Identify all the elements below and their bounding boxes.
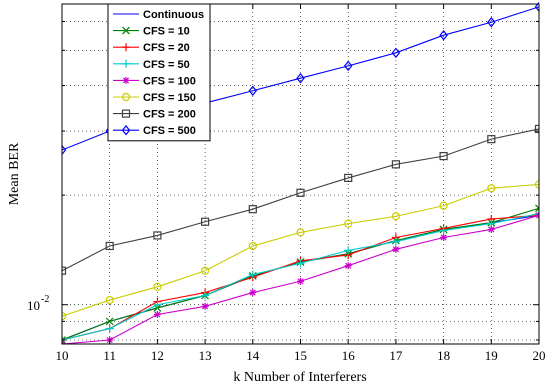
x-tick-label: 17 — [389, 348, 403, 363]
legend-label: CFS = 500 — [143, 125, 196, 137]
series-marker — [344, 219, 353, 228]
series-marker — [62, 266, 67, 275]
legend-box — [107, 3, 211, 142]
series-marker — [391, 47, 401, 59]
x-tick-label: 12 — [151, 348, 164, 363]
series-marker — [535, 209, 539, 218]
series-cfs-150 — [62, 180, 539, 321]
series-marker — [440, 233, 448, 241]
series-marker — [439, 29, 448, 41]
series-marker — [201, 291, 210, 300]
legend-entry: CFS = 20 — [113, 42, 190, 54]
series-marker — [248, 270, 257, 279]
series-marker — [201, 217, 210, 226]
x-tick-label: 18 — [437, 348, 450, 363]
series-marker — [249, 289, 257, 297]
legend-label: CFS = 10 — [143, 26, 190, 38]
series-marker — [296, 72, 305, 84]
series-marker — [62, 144, 67, 156]
legend-entry: CFS = 200 — [113, 109, 196, 121]
series-marker — [248, 241, 257, 251]
series-marker — [439, 152, 448, 161]
series-marker — [391, 160, 400, 169]
legend: Continuous CFS = 10 CFS = 20 CFS = 50 CFS = … — [107, 3, 211, 142]
series-marker — [343, 60, 353, 72]
series-marker — [439, 226, 448, 235]
legend-entry: CFS = 50 — [113, 59, 190, 71]
series-marker — [344, 262, 352, 270]
legend-entry: CFS = 10 — [113, 26, 190, 38]
series-layer — [62, 1, 539, 344]
series-marker — [296, 228, 305, 237]
series-line — [62, 183, 539, 317]
y-tick-exponent: -2 — [41, 294, 49, 305]
series-marker — [487, 184, 496, 193]
legend-entry: Continuous — [113, 9, 204, 21]
legend-label: Continuous — [143, 9, 204, 21]
series-marker — [121, 109, 131, 118]
x-tick-label: 16 — [342, 348, 356, 363]
series-cfs-200 — [62, 124, 539, 275]
series-marker — [153, 231, 162, 240]
series-marker — [105, 241, 114, 251]
legend-label: CFS = 100 — [143, 75, 196, 87]
legend-label: CFS = 200 — [143, 109, 196, 121]
x-tick-label: 19 — [485, 348, 498, 363]
legend-entry: CFS = 500 — [113, 124, 196, 137]
series-marker — [534, 180, 539, 189]
series-line — [62, 128, 539, 272]
legend-label: CFS = 20 — [143, 42, 190, 54]
series-marker — [344, 173, 353, 183]
x-tick-label: 15 — [294, 348, 307, 363]
series-marker — [487, 16, 496, 28]
series-marker — [122, 43, 130, 52]
x-axis-title: k Number of Interferers — [233, 370, 366, 385]
series-marker — [248, 85, 258, 97]
series-marker — [201, 266, 210, 275]
series-marker — [487, 225, 495, 233]
series-marker — [535, 204, 539, 213]
series-marker — [62, 312, 67, 321]
series-marker — [392, 245, 400, 253]
series-marker — [439, 201, 448, 210]
y-tick-label-group: 10 -2 — [27, 294, 49, 313]
series-marker — [122, 59, 130, 68]
series-marker — [153, 300, 162, 309]
series-marker — [153, 311, 161, 319]
x-tick-label: 14 — [246, 348, 260, 363]
legend-entry: CFS = 100 — [113, 75, 196, 87]
x-tick-label: 11 — [103, 348, 116, 363]
series-marker — [122, 26, 130, 35]
series-marker — [487, 135, 496, 144]
series-marker — [297, 277, 304, 285]
series-marker — [391, 237, 400, 246]
legend-entry: CFS = 150 — [113, 92, 196, 104]
series-marker — [153, 282, 162, 291]
series-marker — [105, 295, 114, 305]
x-tick-label: 20 — [533, 348, 546, 363]
series-marker — [534, 1, 539, 13]
y-axis-title: Mean BER — [7, 142, 22, 205]
series-marker — [296, 188, 305, 197]
legend-label: CFS = 50 — [143, 59, 190, 71]
series-marker — [391, 212, 400, 221]
series-marker — [121, 92, 131, 102]
y-tick-label: 10 — [27, 298, 40, 313]
series-marker — [121, 124, 131, 136]
series-marker — [105, 317, 114, 326]
series-marker — [248, 205, 257, 214]
x-tick-label: 10 — [56, 348, 69, 363]
series-marker — [122, 76, 130, 84]
series-marker — [201, 302, 209, 310]
series-marker — [534, 124, 539, 134]
legend-label: CFS = 150 — [143, 92, 196, 104]
ticks: 10 11 12 13 14 15 16 17 18 19 20 — [56, 4, 546, 363]
series-marker — [105, 324, 114, 333]
series-marker — [296, 259, 305, 268]
series-marker — [344, 246, 353, 255]
x-tick-label: 13 — [199, 348, 212, 363]
